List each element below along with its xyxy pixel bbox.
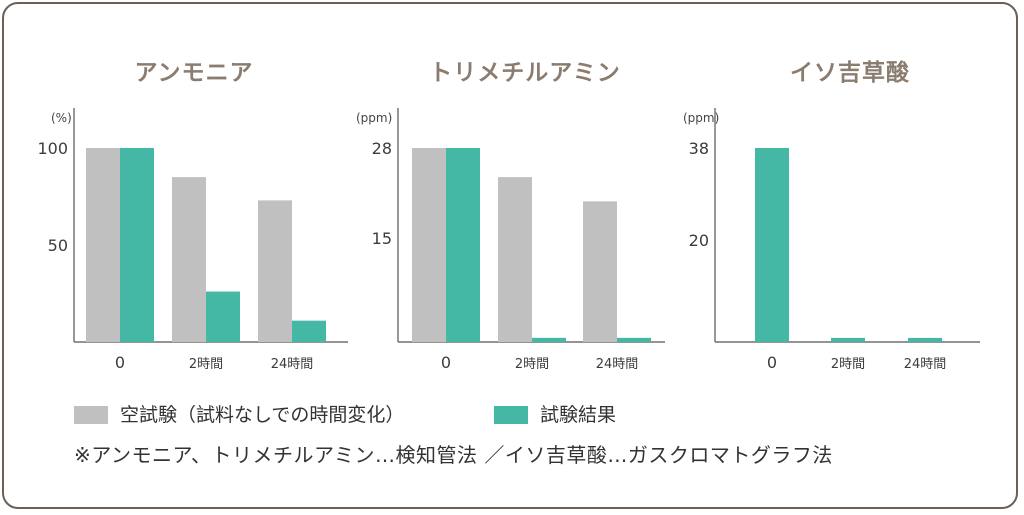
chart-title-trimethylamine: トリメチルアミン — [429, 60, 621, 86]
unit-label-trimethylamine: (ppm) — [356, 111, 393, 125]
y-tick-label: 50 — [48, 236, 68, 255]
x-tick-label: 0 — [115, 353, 125, 372]
y-tick-label: 15 — [372, 229, 392, 248]
legend-swatch-test — [494, 406, 528, 424]
bar-control-2 — [583, 201, 617, 342]
y-tick-label: 28 — [372, 139, 392, 158]
bar-test-2 — [292, 320, 326, 342]
bar-test-1 — [532, 337, 566, 342]
bar-test-1 — [206, 291, 240, 342]
method-note: ※アンモニア、トリメチルアミン…検知管法 ／イソ吉草酸…ガスクロマトグラフ法 — [74, 443, 833, 467]
bar-control-0 — [86, 148, 120, 342]
bar-control-0 — [412, 148, 446, 342]
x-tick-label: 2時間 — [831, 357, 865, 372]
x-tick-label: 24時間 — [904, 357, 947, 372]
bar-test-2 — [617, 337, 651, 342]
bar-test-2 — [908, 337, 942, 342]
unit-label-isovaleric-acid: (ppm) — [683, 111, 720, 125]
x-tick-label: 24時間 — [596, 357, 639, 372]
x-tick-label: 2時間 — [515, 357, 549, 372]
legend-swatch-control — [74, 406, 108, 424]
chart-title-ammonia: アンモニア — [134, 60, 254, 86]
y-tick-label: 38 — [689, 139, 709, 158]
bar-control-1 — [172, 177, 206, 342]
x-tick-label: 2時間 — [189, 357, 223, 372]
y-tick-label: 20 — [689, 231, 709, 250]
bar-control-2 — [258, 200, 292, 342]
unit-label-ammonia: (%) — [51, 111, 72, 125]
bar-control-1 — [498, 177, 532, 342]
y-tick-label: 100 — [37, 139, 68, 158]
bar-test-0 — [446, 148, 480, 342]
x-tick-label: 24時間 — [271, 357, 314, 372]
chart-title-isovaleric-acid: イソ吉草酸 — [790, 60, 910, 86]
legend-label-control: 空試験（試料なしでの時間変化） — [120, 404, 405, 426]
bar-test-0 — [755, 148, 789, 342]
x-tick-label: 0 — [767, 353, 777, 372]
x-tick-label: 0 — [441, 353, 451, 372]
legend-label-test: 試験結果 — [540, 404, 617, 426]
bar-test-1 — [831, 337, 865, 342]
bar-test-0 — [120, 148, 154, 342]
